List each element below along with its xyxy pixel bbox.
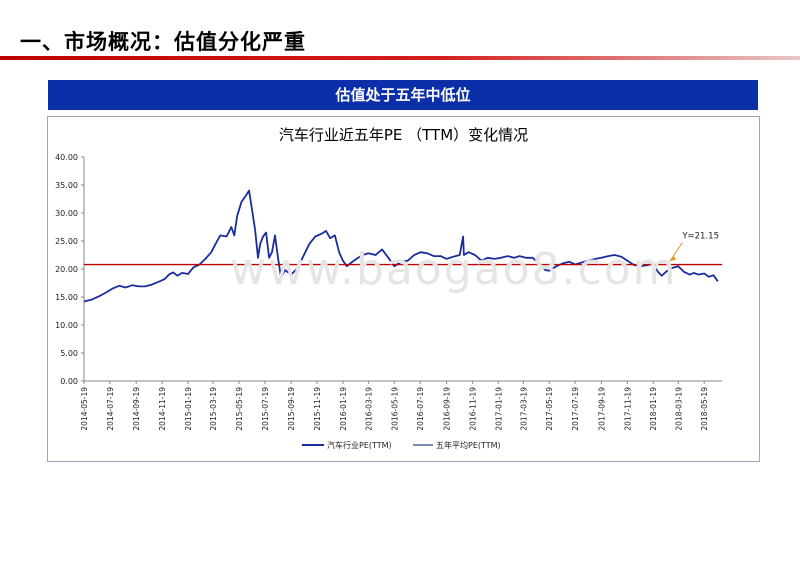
chart-title: 汽车行业近五年PE （TTM）变化情况 <box>278 126 529 144</box>
x-tick-label: 2014-11-19 <box>158 387 167 431</box>
x-tick-label: 2017-11-19 <box>623 387 632 431</box>
x-tick-label: 2015-11-19 <box>313 387 322 431</box>
x-tick-label: 2018-03-19 <box>674 387 683 431</box>
series-layer <box>83 189 722 303</box>
series-line-auto-pe <box>83 189 719 303</box>
x-tick-label: 2014-09-19 <box>132 387 141 431</box>
y-tick-label: 10.00 <box>55 321 78 330</box>
x-tick-label: 2016-05-19 <box>390 387 399 431</box>
y-tick-label: 15.00 <box>55 293 78 302</box>
legend-label-five-year-average: 五年平均PE(TTM) <box>436 440 501 450</box>
y-tick-label: 0.00 <box>60 377 78 386</box>
y-tick-label: 40.00 <box>55 153 78 162</box>
chart-panel: 汽车行业近五年PE （TTM）变化情况 0.00 5.00 10.00 15.00 20… <box>47 116 760 462</box>
legend: 汽车行业PE(TTM） 五年平均PE(TTM) <box>302 440 501 450</box>
title-rule <box>0 56 800 60</box>
annotation-label: Y=21.15 <box>681 232 719 242</box>
x-tick-label: 2017-01-19 <box>494 387 503 431</box>
pe-line-chart: 0.00 5.00 10.00 15.00 20.00 25.00 30.00 35.00 40… <box>55 153 722 450</box>
x-tick-label: 2015-03-19 <box>209 387 218 431</box>
y-tick-label: 30.00 <box>55 209 78 218</box>
x-tick-label: 2016-11-19 <box>468 387 477 431</box>
x-tick-label: 2016-07-19 <box>416 387 425 431</box>
watermark-text: www.baogao8.com <box>230 244 678 295</box>
page-title: 一、市场概况：估值分化严重 <box>20 30 306 54</box>
y-tick-label: 5.00 <box>60 349 78 358</box>
x-axis: 2014-05-19 2014-07-19 2014-09-19 2014-11-19… <box>80 380 722 431</box>
x-tick-label: 2017-05-19 <box>545 387 554 431</box>
x-tick-label: 2014-05-19 <box>80 387 89 431</box>
y-axis: 0.00 5.00 10.00 15.00 20.00 25.00 30.00 35.00 40… <box>55 153 85 386</box>
x-tick-label: 2015-05-19 <box>235 387 244 431</box>
x-tick-label: 2017-09-19 <box>597 387 606 431</box>
annotation-layer: Y=21.15 <box>669 232 719 262</box>
x-tick-label: 2017-03-19 <box>519 387 528 431</box>
x-tick-label: 2014-07-19 <box>106 387 115 431</box>
y-tick-label: 25.00 <box>55 237 78 246</box>
x-tick-label: 2016-01-19 <box>339 387 348 431</box>
x-tick-label: 2017-07-19 <box>571 387 580 431</box>
x-tick-label: 2018-05-19 <box>700 387 709 431</box>
x-tick-label: 2015-07-19 <box>261 387 270 431</box>
x-tick-label: 2015-01-19 <box>184 387 193 431</box>
y-tick-label: 20.00 <box>55 265 78 274</box>
legend-label-auto-pe: 汽车行业PE(TTM） <box>327 440 397 450</box>
x-tick-label: 2016-03-19 <box>364 387 373 431</box>
x-tick-label: 2015-09-19 <box>287 387 296 431</box>
annotation-arrow-head <box>669 255 677 262</box>
x-tick-label: 2018-01-19 <box>649 387 658 431</box>
y-tick-label: 35.00 <box>55 181 78 190</box>
section-banner: 估值处于五年中低位 <box>48 80 758 110</box>
x-tick-label: 2016-09-19 <box>443 387 452 431</box>
